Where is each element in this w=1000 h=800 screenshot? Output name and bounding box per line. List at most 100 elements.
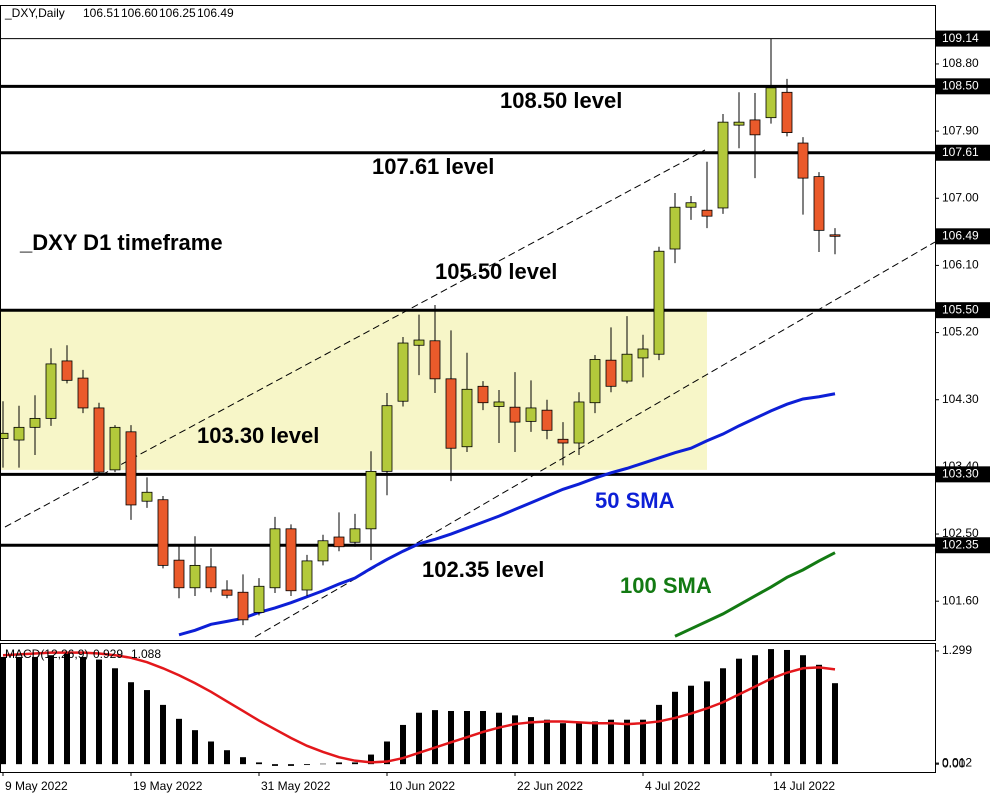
candle-body bbox=[621, 353, 633, 382]
candle-body bbox=[109, 426, 121, 471]
macd-bar bbox=[480, 710, 486, 765]
candle-body bbox=[0, 432, 9, 439]
sma-label: 100 SMA bbox=[620, 573, 712, 598]
candle-body bbox=[765, 87, 777, 119]
macd-bar bbox=[0, 656, 6, 765]
candle-body bbox=[477, 385, 489, 404]
candle-body bbox=[157, 499, 169, 566]
macd-bar bbox=[432, 710, 438, 765]
candle-body bbox=[93, 407, 105, 473]
price-label: 109.14 bbox=[942, 31, 979, 45]
x-tick-label: 22 Jun 2022 bbox=[517, 779, 583, 793]
candle-body bbox=[589, 359, 601, 404]
macd-bar bbox=[800, 655, 806, 765]
candle-body bbox=[221, 589, 233, 596]
y-tick-label: 0.00 bbox=[942, 756, 966, 770]
macd-bar bbox=[576, 723, 582, 765]
candle-body bbox=[749, 119, 761, 136]
macd-bar bbox=[688, 685, 694, 765]
y-tick-label: 107.00 bbox=[942, 190, 979, 204]
candle-body bbox=[685, 202, 697, 208]
macd-bar bbox=[400, 724, 406, 765]
candle-body bbox=[653, 250, 665, 355]
macd-bar bbox=[544, 719, 550, 765]
range-zone bbox=[0, 310, 707, 470]
x-tick-label: 31 May 2022 bbox=[261, 779, 331, 793]
candle-body bbox=[557, 438, 569, 444]
trend-channel bbox=[4, 149, 935, 638]
candle-body bbox=[45, 363, 57, 419]
macd-title: MACD(12,26,9) bbox=[5, 647, 88, 661]
macd-bar bbox=[336, 762, 342, 765]
candle-body bbox=[397, 342, 409, 402]
macd-bar bbox=[80, 656, 86, 765]
macd-bar bbox=[176, 718, 182, 765]
candle-body bbox=[445, 378, 457, 449]
price-label: 106.49 bbox=[942, 228, 979, 242]
price-label: 105.50 bbox=[942, 302, 979, 316]
candle-body bbox=[413, 339, 425, 346]
price-label: 102.35 bbox=[942, 537, 979, 551]
sma-line bbox=[674, 551, 836, 638]
candle-body bbox=[461, 388, 473, 448]
candle-body bbox=[77, 377, 89, 409]
candle-body bbox=[285, 528, 297, 592]
candle-body bbox=[61, 360, 73, 381]
sma-label: 50 SMA bbox=[595, 488, 675, 513]
candle-body bbox=[269, 528, 281, 589]
candle-body bbox=[29, 417, 41, 428]
x-tick-label: 9 May 2022 bbox=[5, 779, 68, 793]
price-label-bg bbox=[936, 78, 990, 95]
candle-body bbox=[781, 91, 793, 133]
candle-body bbox=[141, 491, 153, 502]
signal-line bbox=[2, 651, 836, 764]
macd-bar bbox=[192, 730, 198, 765]
macd-bar bbox=[832, 683, 838, 765]
macd-bar bbox=[752, 655, 758, 765]
macd-bar bbox=[608, 719, 614, 765]
channel-upper bbox=[4, 149, 706, 528]
macd-bar bbox=[496, 712, 502, 765]
macd-bar bbox=[208, 741, 214, 765]
y-tick-label: 105.20 bbox=[942, 325, 979, 339]
candle-body bbox=[573, 401, 585, 444]
y-tick-label: 104.30 bbox=[942, 392, 979, 406]
candle-body bbox=[509, 406, 521, 423]
macd-bar bbox=[416, 712, 422, 765]
candle-body bbox=[429, 340, 441, 380]
macd-bar bbox=[288, 764, 294, 766]
macd-bar bbox=[720, 668, 726, 765]
macd-bar bbox=[48, 655, 54, 765]
ohlc-high: 106.60 bbox=[121, 6, 158, 20]
candle-body bbox=[813, 176, 825, 231]
price-label: 103.30 bbox=[942, 467, 979, 481]
candle-body bbox=[333, 536, 345, 548]
macd-bar bbox=[224, 750, 230, 765]
sma-line bbox=[178, 392, 836, 637]
macd-bar bbox=[528, 717, 534, 765]
y-tick-label: 107.90 bbox=[942, 123, 979, 137]
axis-layer: 108.80 107.90 107.00 106.10 105.20 104.30 103.… bbox=[2, 30, 990, 793]
candle-body bbox=[605, 359, 617, 387]
macd-bar bbox=[160, 704, 166, 765]
macd-bar bbox=[624, 719, 630, 765]
macd-bar bbox=[640, 719, 646, 765]
annotation: _DXY D1 timeframe bbox=[19, 230, 223, 255]
x-tick-label: 4 Jul 2022 bbox=[645, 779, 701, 793]
channel-lower bbox=[254, 241, 935, 638]
y-tick-label: 0.012 bbox=[942, 755, 972, 769]
candle-body bbox=[717, 121, 729, 209]
ohlc-low: 106.25 bbox=[159, 6, 196, 20]
y-tick-label: 101.60 bbox=[942, 593, 979, 607]
candle-body bbox=[797, 142, 809, 179]
macd-bar bbox=[512, 715, 518, 765]
macd-bar bbox=[704, 681, 710, 765]
candle-body bbox=[381, 405, 393, 472]
macd-bar bbox=[672, 691, 678, 765]
chart-title: _DXY,Daily bbox=[4, 6, 65, 20]
candle-body bbox=[733, 121, 745, 126]
macd-bar bbox=[592, 721, 598, 765]
candle-body bbox=[301, 560, 313, 591]
macd-bar bbox=[32, 656, 38, 765]
